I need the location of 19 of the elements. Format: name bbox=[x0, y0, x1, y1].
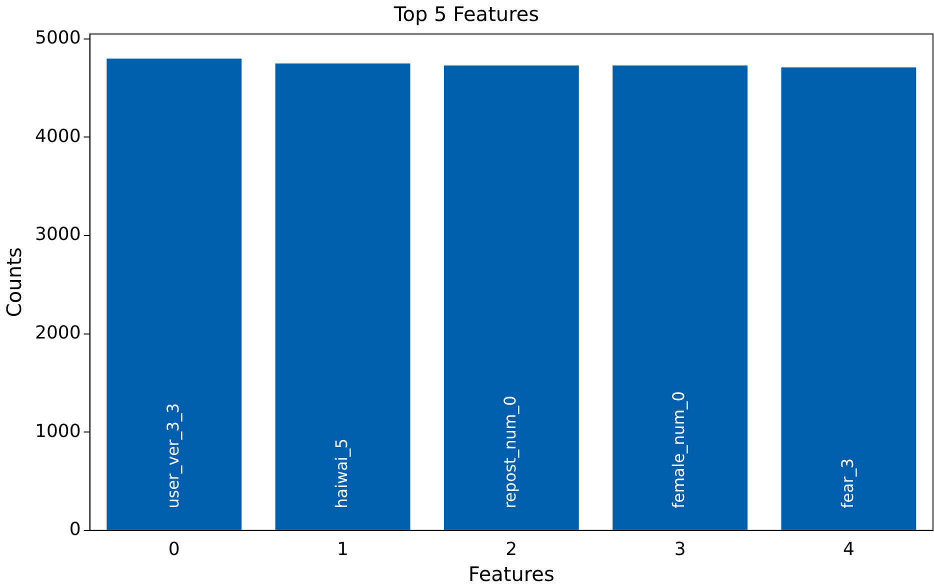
y-tick-label: 3000 bbox=[34, 224, 81, 246]
y-tick-label: 4000 bbox=[34, 126, 81, 147]
y-axis-title: Counts bbox=[2, 247, 26, 318]
x-tick-label: 3 bbox=[674, 538, 686, 560]
annotation: female_num_0 bbox=[669, 391, 688, 508]
annotation: haiwai_5 bbox=[332, 438, 351, 508]
x-axis-title: Features bbox=[468, 562, 554, 586]
x-tick-label: 0 bbox=[168, 538, 180, 560]
annotation: fear_3 bbox=[838, 458, 857, 508]
y-tick-label: 2000 bbox=[34, 322, 81, 344]
y-tick-label: 5000 bbox=[34, 28, 81, 49]
x-tick-label: 1 bbox=[337, 538, 348, 560]
x-tick-label: 4 bbox=[842, 538, 854, 560]
y-tick-label: 0 bbox=[69, 519, 81, 540]
annotation: repost_num_0 bbox=[500, 396, 520, 508]
annotation: user_ver_3_3 bbox=[163, 403, 182, 508]
x-tick-label: 2 bbox=[506, 538, 518, 560]
y-tick-label: 1000 bbox=[34, 420, 81, 442]
chart-title: Top 5 Features bbox=[392, 2, 540, 26]
